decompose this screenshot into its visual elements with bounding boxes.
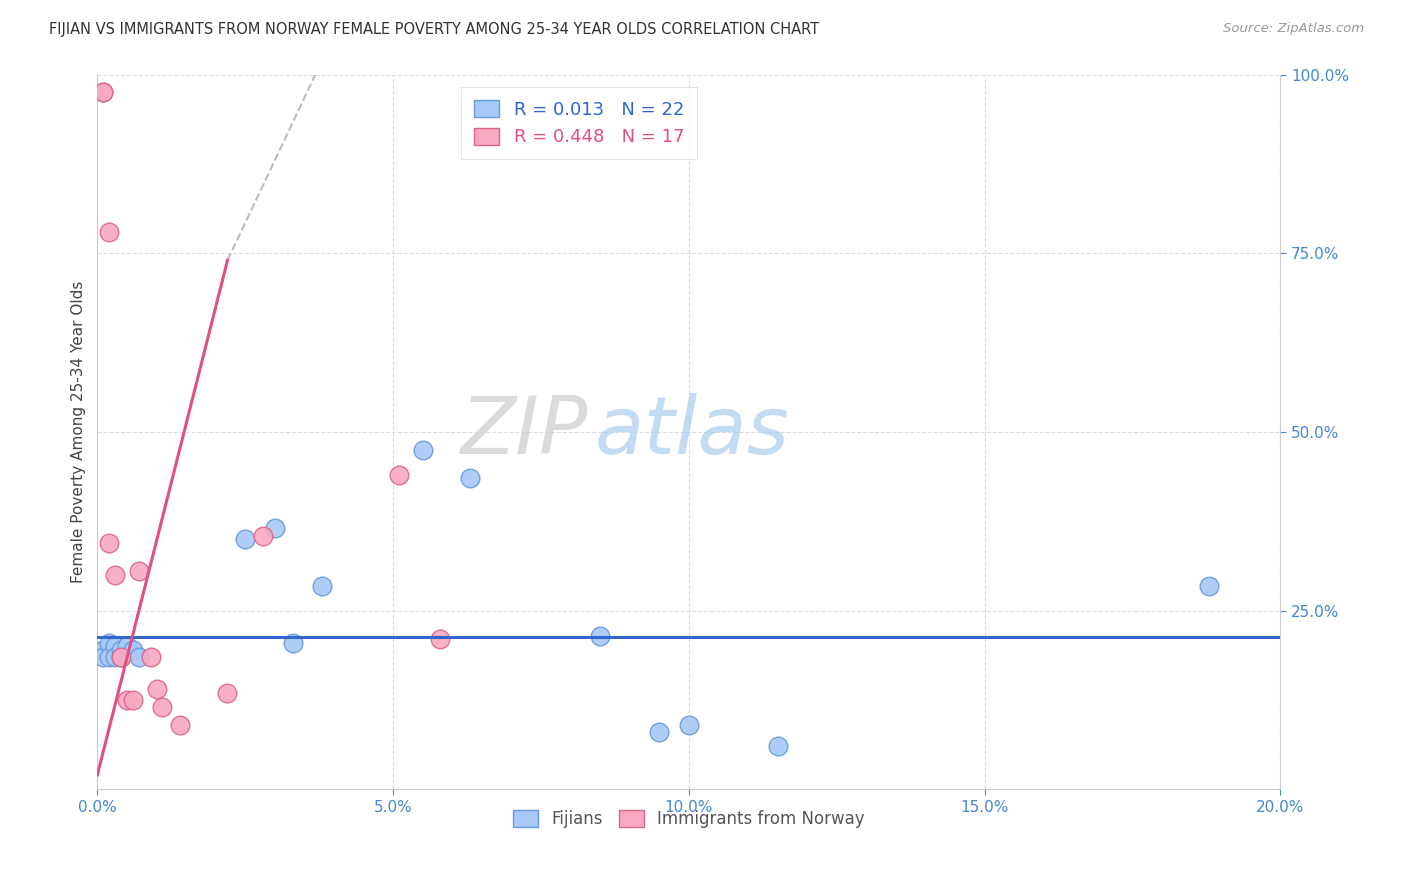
- Point: [91, 86, 114, 100]
- Point: [678, 718, 700, 732]
- Point: [388, 467, 411, 482]
- Point: [115, 693, 138, 707]
- Point: [104, 567, 127, 582]
- Point: [152, 700, 174, 714]
- Point: [115, 640, 138, 654]
- Point: [98, 636, 121, 650]
- Point: [589, 629, 612, 643]
- Text: atlas: atlas: [595, 392, 789, 471]
- Text: Source: ZipAtlas.com: Source: ZipAtlas.com: [1223, 22, 1364, 36]
- Point: [128, 650, 150, 665]
- Point: [281, 636, 304, 650]
- Legend: Fijians, Immigrants from Norway: Fijians, Immigrants from Norway: [506, 803, 872, 835]
- Point: [169, 718, 191, 732]
- Point: [98, 535, 121, 549]
- Point: [128, 564, 150, 578]
- Point: [110, 650, 132, 665]
- Point: [217, 686, 239, 700]
- Point: [104, 640, 127, 654]
- Point: [429, 632, 451, 647]
- Point: [110, 643, 132, 657]
- Point: [98, 225, 121, 239]
- Y-axis label: Female Poverty Among 25-34 Year Olds: Female Poverty Among 25-34 Year Olds: [72, 281, 86, 583]
- Point: [766, 739, 789, 754]
- Point: [104, 650, 127, 665]
- Point: [311, 578, 333, 592]
- Point: [412, 442, 434, 457]
- Point: [121, 693, 143, 707]
- Point: [1198, 578, 1220, 592]
- Point: [91, 86, 114, 100]
- Text: FIJIAN VS IMMIGRANTS FROM NORWAY FEMALE POVERTY AMONG 25-34 YEAR OLDS CORRELATIO: FIJIAN VS IMMIGRANTS FROM NORWAY FEMALE …: [49, 22, 820, 37]
- Point: [110, 650, 132, 665]
- Text: ZIP: ZIP: [461, 392, 588, 471]
- Point: [458, 471, 481, 485]
- Point: [91, 643, 114, 657]
- Point: [252, 528, 274, 542]
- Point: [648, 725, 671, 739]
- Point: [233, 532, 256, 546]
- Point: [139, 650, 162, 665]
- Point: [121, 643, 143, 657]
- Point: [91, 650, 114, 665]
- Point: [145, 682, 167, 697]
- Point: [263, 521, 285, 535]
- Point: [98, 650, 121, 665]
